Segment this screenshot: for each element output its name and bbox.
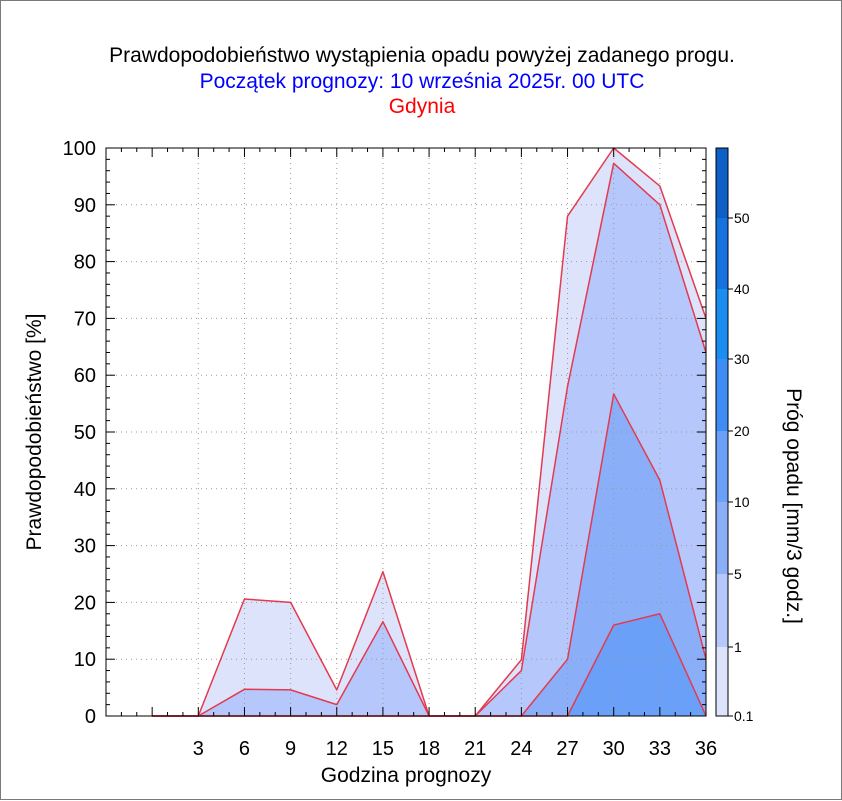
y-tick-label: 100 <box>63 138 96 160</box>
colorbar-bin-3 <box>716 431 728 502</box>
y-tick-label: 40 <box>74 479 96 501</box>
x-tick-label: 30 <box>603 738 625 760</box>
x-tick-label: 18 <box>418 738 440 760</box>
x-tick-label: 27 <box>556 738 578 760</box>
grid-lines <box>106 148 707 716</box>
x-tick-label: 33 <box>649 738 671 760</box>
colorbar-bin-2 <box>716 502 728 574</box>
x-tick-label: 12 <box>326 738 348 760</box>
y-tick-label: 60 <box>74 365 96 387</box>
colorbar-tick-label: 1 <box>734 639 742 655</box>
y-tick-label: 80 <box>74 252 96 274</box>
colorbar-tick-label: 10 <box>734 494 750 510</box>
colorbar: 0.1 1 5 10 20 30 40 50 <box>715 147 754 724</box>
x-tick-label: 21 <box>464 738 486 760</box>
area-threshold-3 <box>152 613 707 716</box>
plot-axes: 3 6 9 12 15 18 21 24 27 30 33 360102030405060708090… <box>63 138 718 760</box>
colorbar-bin-1 <box>716 574 728 647</box>
colorbar-frame <box>715 147 729 717</box>
colorbar-tick-label: 20 <box>734 423 750 439</box>
chart-title: Prawdopodobieństwo wystąpienia opadu pow… <box>109 44 735 67</box>
colorbar-tick-label: 30 <box>734 351 750 367</box>
x-tick-label: 36 <box>695 738 717 760</box>
y-tick-label: 90 <box>74 195 96 217</box>
x-tick-label: 3 <box>193 738 204 760</box>
x-tick-label: 15 <box>372 738 394 760</box>
colorbar-tick-label: 5 <box>734 566 742 582</box>
colorbar-tick-label: 0.1 <box>734 708 754 724</box>
colorbar-title: Próg opadu [mm/3 godz.] <box>782 388 805 624</box>
y-tick-label: 20 <box>74 592 96 614</box>
y-axis-title: Prawdopodobieństwo [%] <box>23 314 46 551</box>
area-threshold-1 <box>152 163 707 716</box>
y-tick-label: 10 <box>74 649 96 671</box>
location-label: Gdynia <box>388 95 456 118</box>
y-tick-label: 0 <box>85 706 96 728</box>
colorbar-bin-6 <box>716 218 728 289</box>
y-tick-label: 70 <box>74 308 96 330</box>
y-tick-label: 50 <box>74 422 96 444</box>
x-tick-label: 9 <box>285 738 296 760</box>
forecast-start-subtitle: Początek prognozy: 10 września 2025r. 00… <box>199 70 645 93</box>
y-tick-label: 30 <box>74 536 96 558</box>
colorbar-bin-5 <box>716 289 728 359</box>
colorbar-bin-7 <box>716 148 728 218</box>
colorbar-tick-label: 40 <box>734 281 750 297</box>
x-tick-label: 6 <box>239 738 250 760</box>
x-tick-label: 24 <box>510 738 532 760</box>
colorbar-bin-0 <box>716 647 728 716</box>
colorbar-tick-label: 50 <box>734 210 750 226</box>
colorbar-bin-4 <box>716 359 728 431</box>
x-axis-title: Godzina prognozy <box>321 764 492 787</box>
